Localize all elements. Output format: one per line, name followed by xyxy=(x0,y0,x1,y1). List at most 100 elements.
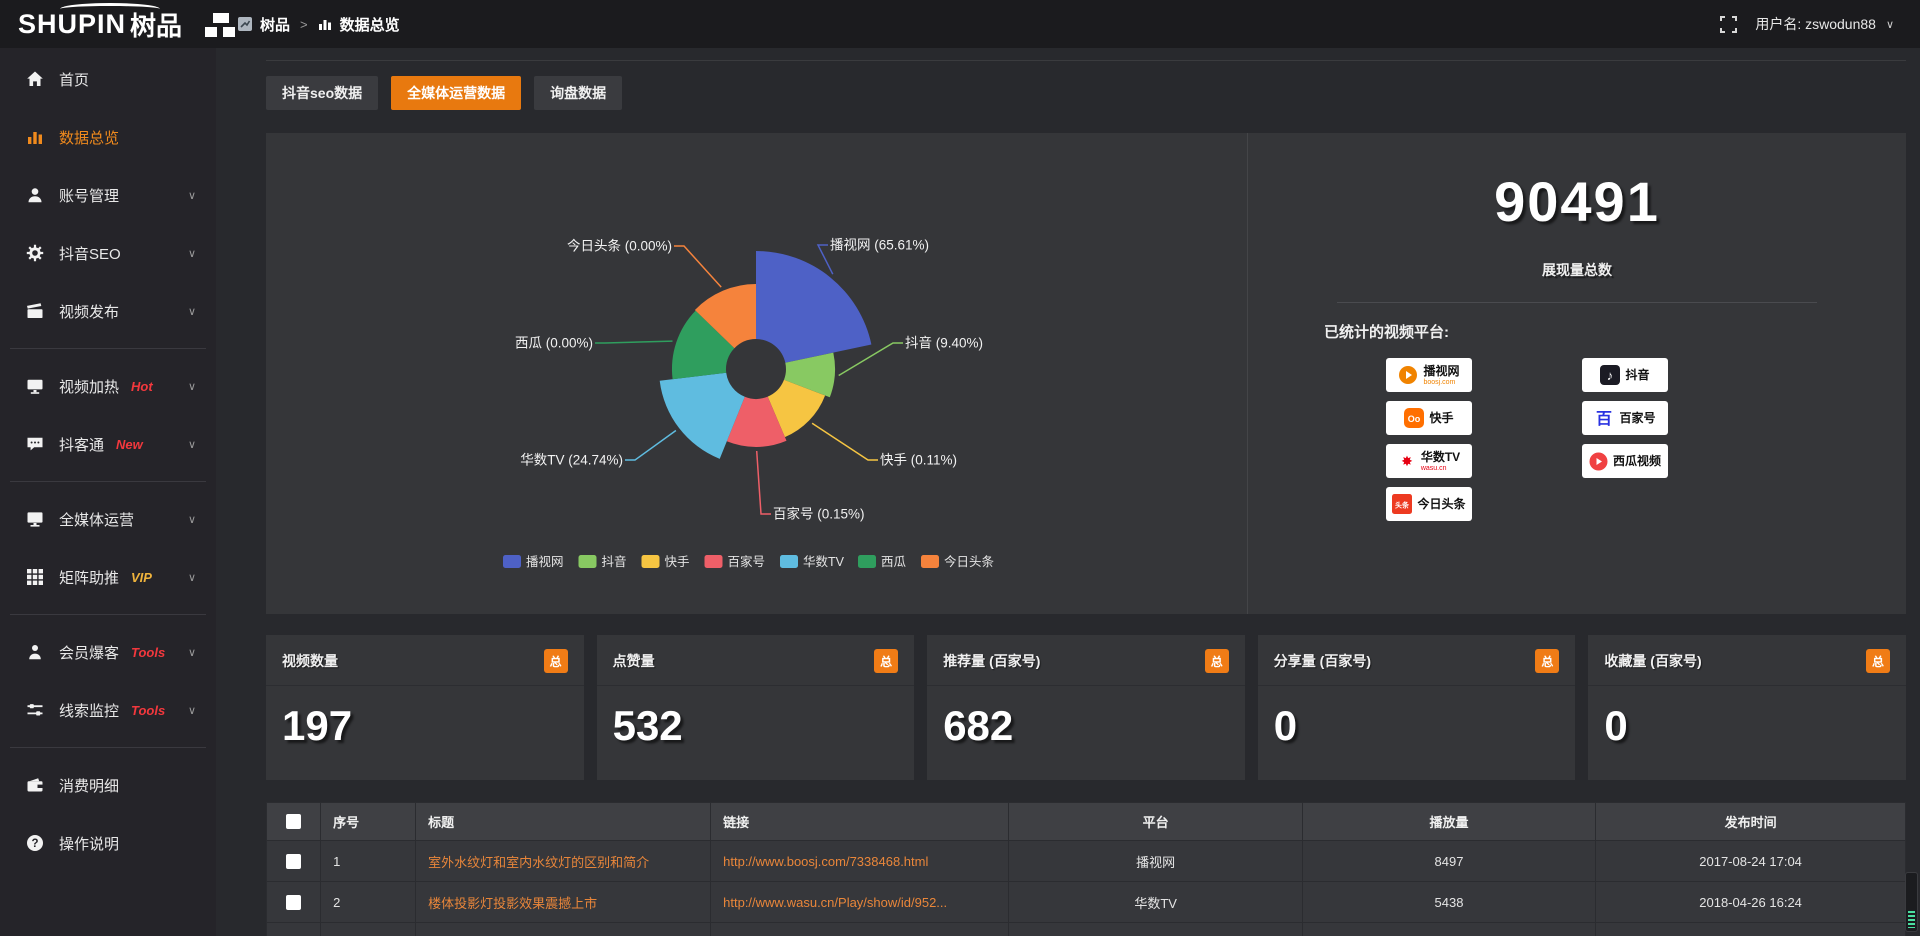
table-header-标题[interactable]: 标题 xyxy=(415,802,712,841)
cell-title-link[interactable]: 楼体投影灯投影效果震撼上市 xyxy=(415,881,712,923)
tab-询盘数据[interactable]: 询盘数据 xyxy=(534,76,623,110)
total-badge[interactable]: 总 xyxy=(874,649,899,673)
platform-badge-华数TV[interactable]: ✸ 华数TV wasu.cn xyxy=(1386,444,1472,478)
sidebar-item-视频加热[interactable]: 视频加热 Hot ∨ xyxy=(0,357,216,415)
pie-leader-line xyxy=(625,429,677,461)
legend-label-抖音[interactable]: 抖音 xyxy=(602,554,627,569)
pie-slice-西瓜[interactable] xyxy=(671,310,735,380)
sidebar-item-操作说明[interactable]: ? 操作说明 xyxy=(0,814,216,872)
table-header-序号[interactable]: 序号 xyxy=(320,802,417,841)
sidebar-item-全媒体运营[interactable]: 全媒体运营 ∨ xyxy=(0,490,216,548)
chart-icon xyxy=(28,132,42,144)
select-all-checkbox[interactable] xyxy=(286,814,302,829)
legend-swatch-快手[interactable] xyxy=(641,555,660,568)
sidebar-item-账号管理[interactable]: 账号管理 ∨ xyxy=(0,166,216,224)
pie-slice-华数TV[interactable] xyxy=(659,372,745,459)
table-header-链接[interactable]: 链接 xyxy=(710,802,1010,841)
platform-badge-播视网[interactable]: 播视网 boosj.com xyxy=(1386,358,1472,392)
legend-swatch-今日头条[interactable] xyxy=(921,555,939,568)
question-icon: ? xyxy=(27,835,43,851)
sidebar-item-视频发布[interactable]: 视频发布 ∨ xyxy=(0,282,216,340)
total-badge[interactable]: 总 xyxy=(1866,649,1890,673)
total-badge[interactable]: 总 xyxy=(1535,649,1560,673)
sidebar-item-矩阵助推[interactable]: 矩阵助推 VIP ∨ xyxy=(0,548,216,606)
floating-scroll-widget[interactable] xyxy=(1905,872,1918,932)
sidebar-item-label: 会员爆客 xyxy=(59,644,120,662)
legend-swatch-百家号[interactable] xyxy=(704,555,723,568)
legend-swatch-播视网[interactable] xyxy=(503,555,521,568)
sidebar-item-数据总览[interactable]: 数据总览 xyxy=(0,108,216,166)
sidebar-item-会员爆客[interactable]: 会员爆客 Tools ∨ xyxy=(0,623,216,681)
stat-card-title: 点赞量 xyxy=(612,653,655,669)
row-checkbox[interactable] xyxy=(286,853,302,869)
tab-抖音seo数据[interactable]: 抖音seo数据 xyxy=(266,76,379,110)
stat-card-value: 0 xyxy=(1273,702,1298,749)
stat-card-收藏量 (百家号): 收藏量 (百家号) 总 0 xyxy=(1588,635,1906,780)
pie-slice-抖音[interactable] xyxy=(784,352,836,398)
chevron-down-icon: ∨ xyxy=(187,189,196,202)
row-checkbox-cell xyxy=(265,840,322,882)
sidebar-item-抖音SEO[interactable]: 抖音SEO ∨ xyxy=(0,224,216,282)
legend-swatch-西瓜[interactable] xyxy=(858,555,876,568)
stat-card-value: 532 xyxy=(612,702,683,749)
sidebar-item-label: 消费明细 xyxy=(59,777,120,795)
monitor-icon xyxy=(27,512,43,527)
platform-name: 百家号 xyxy=(1619,411,1656,425)
sidebar-item-抖客通[interactable]: 抖客通 New ∨ xyxy=(0,415,216,473)
platform-badge-抖音[interactable]: ♪ 抖音 xyxy=(1582,358,1668,392)
xigua-logo-icon xyxy=(1589,452,1608,471)
rose-pie-svg[interactable]: 播视网 (65.61%) 抖音 (9.40%) 快手 (0.11%) 百家号 (0.1… xyxy=(266,133,1247,614)
platform-badge-西瓜视频[interactable]: 西瓜视频 xyxy=(1582,444,1668,478)
pie-slice-今日头条[interactable] xyxy=(694,284,756,349)
platform-name: 华数TV xyxy=(1420,449,1461,464)
legend-label-今日头条[interactable]: 今日头条 xyxy=(944,554,995,569)
chevron-down-icon: ∨ xyxy=(187,646,196,659)
impressions-total-value: 90491 xyxy=(1494,170,1660,233)
tab-全媒体运营数据[interactable]: 全媒体运营数据 xyxy=(391,76,522,110)
user-chevron-icon[interactable]: ∨ xyxy=(1885,18,1894,31)
pie-leader-line xyxy=(595,340,673,344)
cell-plays: 8497 xyxy=(1301,840,1597,882)
cell-seq: 2 xyxy=(320,881,417,923)
breadcrumb-root[interactable]: 树品 xyxy=(260,16,291,34)
legend-label-百家号[interactable]: 百家号 xyxy=(728,554,766,569)
table-header-播放量[interactable]: 播放量 xyxy=(1301,802,1597,841)
sitemap-icon[interactable] xyxy=(204,12,238,38)
table-header-发布时间[interactable]: 发布时间 xyxy=(1595,802,1906,841)
platform-name: 今日头条 xyxy=(1417,497,1466,511)
platform-badge-快手[interactable]: Oo 快手 xyxy=(1386,401,1472,435)
sidebar-item-消费明细[interactable]: 消费明细 xyxy=(0,756,216,814)
logo-suffix: 树品 xyxy=(130,10,183,41)
cell-title-link[interactable]: 室外水纹灯和室内水纹灯的区别和简介 xyxy=(415,840,712,882)
wallet-icon xyxy=(27,778,43,792)
total-badge[interactable]: 总 xyxy=(1204,649,1229,673)
platform-badge-今日头条[interactable]: 头条 今日头条 xyxy=(1386,487,1472,521)
platform-badge-百家号[interactable]: 百百家号 xyxy=(1582,401,1668,435)
pie-slice-百家号[interactable] xyxy=(726,396,787,447)
sidebar-item-线索监控[interactable]: 线索监控 Tools ∨ xyxy=(0,681,216,739)
row-checkbox[interactable] xyxy=(286,894,302,910)
stat-card-推荐量 (百家号): 推荐量 (百家号) 总 682 xyxy=(927,635,1245,780)
legend-label-华数TV[interactable]: 华数TV xyxy=(803,554,845,569)
cell-url-link[interactable]: http://www.wasu.cn/Play/show/id/952... xyxy=(710,881,1010,923)
legend-label-播视网[interactable]: 播视网 xyxy=(526,554,564,569)
logo[interactable]: SHUPIN 树品 xyxy=(0,0,216,48)
logo-arc-decoration xyxy=(60,3,160,15)
legend-swatch-抖音[interactable] xyxy=(578,555,597,568)
pie-slice-快手[interactable] xyxy=(767,379,826,438)
fullscreen-icon[interactable] xyxy=(1720,15,1738,33)
username-label[interactable]: 用户名: zswodun88 xyxy=(1755,16,1876,32)
cell-url-link[interactable]: http://www.boosj.com/7338468.html xyxy=(710,840,1010,882)
svg-text:Oo: Oo xyxy=(1408,414,1421,424)
table-header-平台[interactable]: 平台 xyxy=(1008,802,1303,841)
legend-label-西瓜[interactable]: 西瓜 xyxy=(881,555,907,569)
pie-leader-line xyxy=(755,450,771,515)
chevron-down-icon: ∨ xyxy=(187,571,196,584)
legend-swatch-华数TV[interactable] xyxy=(780,555,798,568)
legend-label-快手[interactable]: 快手 xyxy=(665,555,690,569)
total-badge[interactable]: 总 xyxy=(543,649,568,673)
sidebar-item-首页[interactable]: 首页 xyxy=(0,50,216,108)
sidebar-item-label: 抖客通 xyxy=(59,436,105,454)
pie-slice-播视网[interactable] xyxy=(756,251,872,363)
douyin-logo-icon: ♪ xyxy=(1600,365,1621,385)
